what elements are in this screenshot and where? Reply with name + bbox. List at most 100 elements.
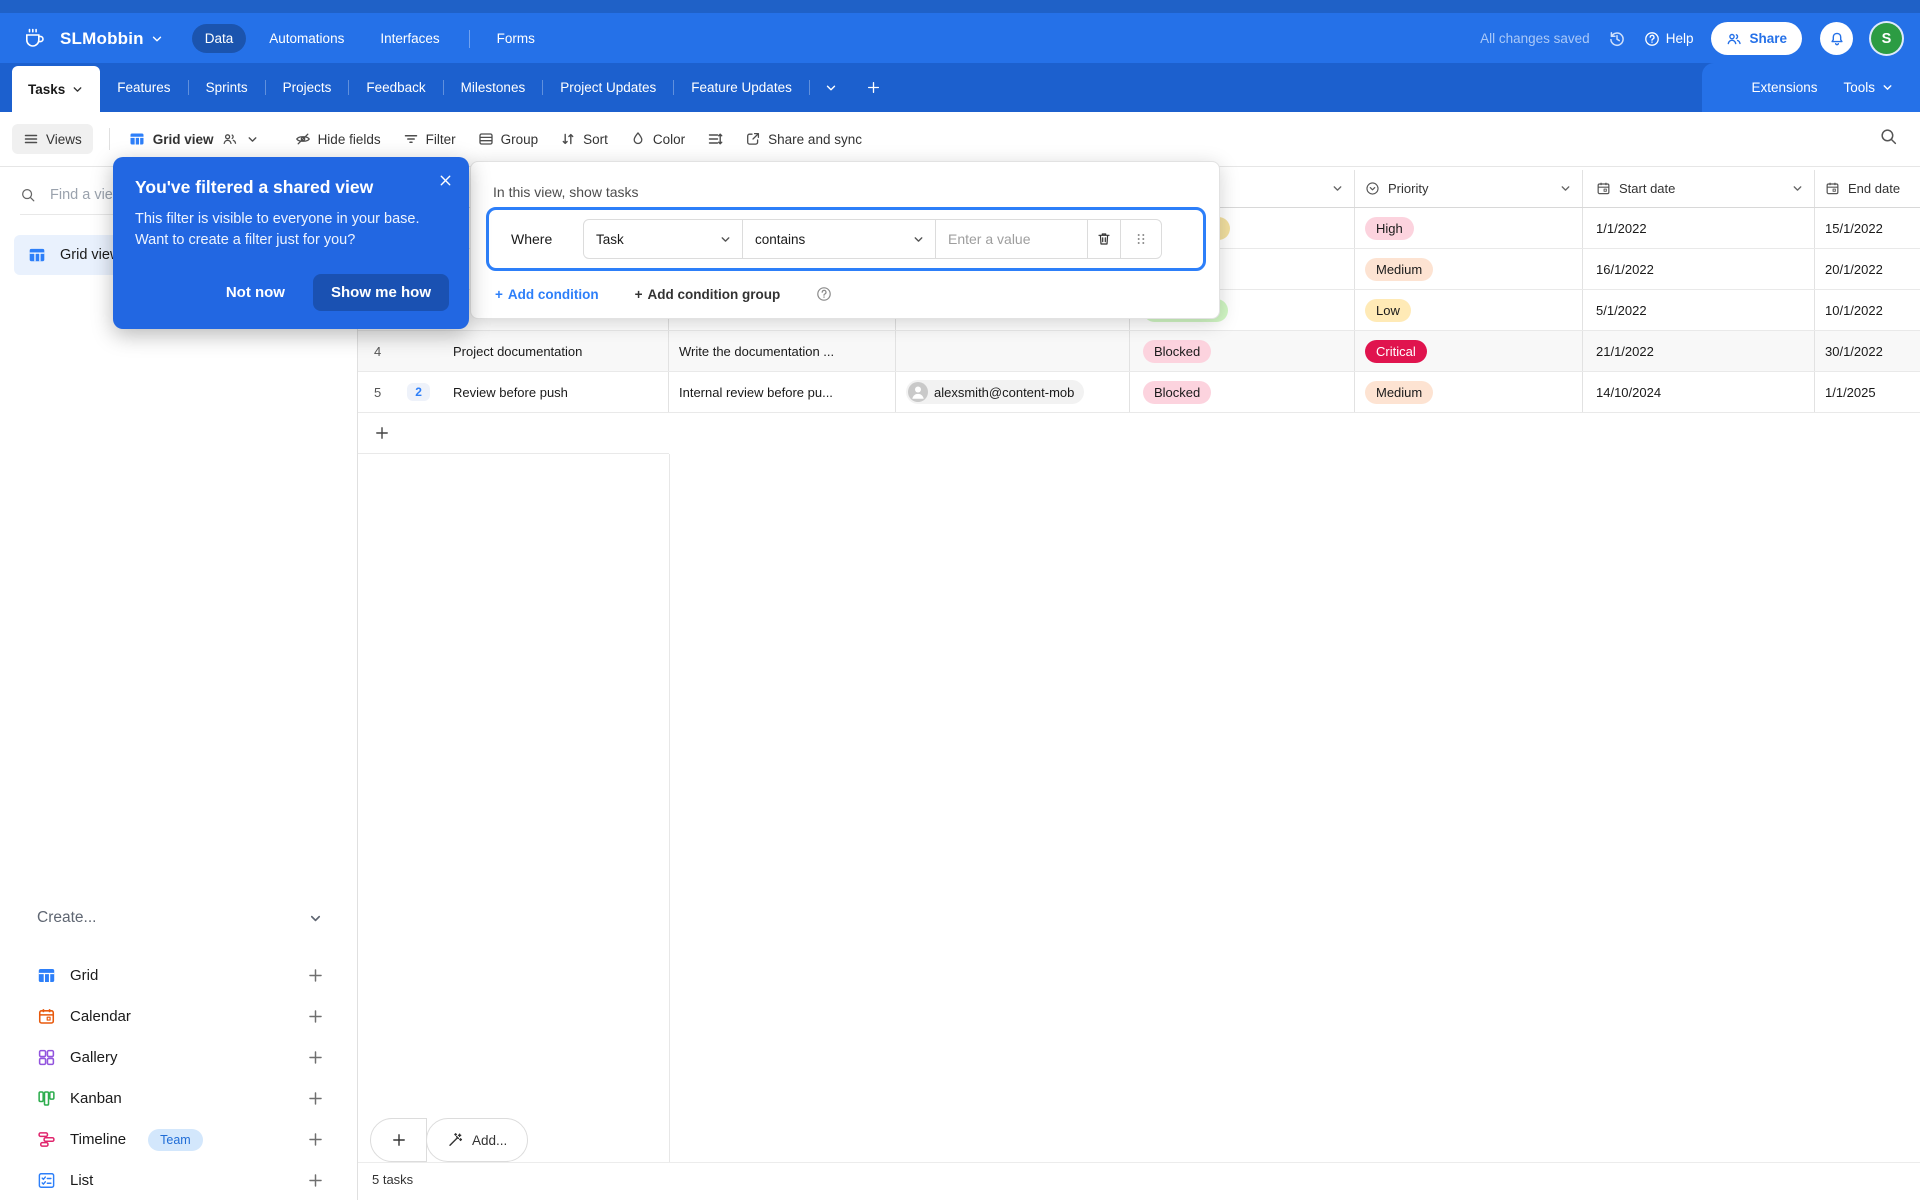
hide-fields-button[interactable]: Hide fields	[284, 124, 392, 154]
user-avatar[interactable]: S	[1871, 23, 1902, 54]
add-condition-group-button[interactable]: + Add condition group	[635, 287, 781, 302]
notes-cell[interactable]: Internal review before pu...	[669, 372, 896, 412]
history-icon[interactable]	[1608, 30, 1626, 48]
table-row[interactable]: 5 2 Review before push Internal review befo…	[358, 372, 1920, 413]
table-row[interactable]: 4 Project documentation Write the document…	[358, 331, 1920, 372]
end-date-cell[interactable]: 30/1/2022	[1815, 331, 1920, 371]
chevron-down-icon	[71, 83, 84, 96]
hide-fields-icon	[295, 131, 311, 147]
nav-item-data[interactable]: Data	[191, 24, 247, 53]
views-button[interactable]: Views	[12, 124, 93, 154]
help-circle-icon[interactable]	[816, 286, 832, 302]
priority-cell[interactable]: Low	[1355, 290, 1583, 330]
drag-handle[interactable]	[1120, 219, 1162, 259]
grid-view-button[interactable]: Grid view	[118, 124, 270, 154]
create-section-header[interactable]: Create...	[37, 909, 323, 927]
notifications-button[interactable]	[1820, 22, 1853, 55]
add-table-button[interactable]	[852, 63, 895, 112]
sidebar-create-item-grid[interactable]: Grid	[0, 955, 358, 996]
share-button[interactable]: Share	[1711, 22, 1802, 55]
end-date-cell[interactable]: 15/1/2022	[1815, 208, 1920, 248]
sidebar-create-item-timeline[interactable]: Timeline Team	[0, 1119, 358, 1160]
nav-item-interfaces[interactable]: Interfaces	[380, 31, 440, 46]
add-with-ai-button[interactable]: Add...	[426, 1118, 529, 1162]
close-icon[interactable]	[438, 173, 453, 188]
start-date-cell[interactable]: 5/1/2022	[1583, 290, 1815, 330]
table-tab-bar: Tasks Features Sprints Projects Feedback Mile…	[0, 63, 1920, 112]
start-date-cell[interactable]: 14/10/2024	[1583, 372, 1815, 412]
filter-popover: In this view, show tasks Where Task cont…	[470, 161, 1220, 319]
plus-glyph: +	[634, 286, 643, 302]
value-input[interactable]: Enter a value	[935, 219, 1088, 259]
sort-button[interactable]: Sort	[549, 124, 619, 154]
add-condition-button[interactable]: + Add condition	[495, 287, 599, 302]
add-record-button[interactable]	[370, 1118, 427, 1162]
delete-condition-button[interactable]	[1087, 219, 1121, 259]
assigned-cell[interactable]: alexsmith@content-mob	[896, 372, 1130, 412]
tools-button[interactable]: Tools	[1843, 80, 1894, 95]
task-name-cell[interactable]: Project documentation	[445, 331, 669, 371]
collaborator-avatar-icon	[908, 382, 928, 402]
end-date-cell[interactable]: 10/1/2022	[1815, 290, 1920, 330]
priority-cell[interactable]: Medium	[1355, 372, 1583, 412]
task-name-cell[interactable]: Review before push	[445, 372, 669, 412]
field-select[interactable]: Task	[583, 219, 743, 259]
assigned-cell[interactable]	[896, 331, 1130, 371]
start-date-cell[interactable]: 1/1/2022	[1583, 208, 1815, 248]
priority-cell[interactable]: Medium	[1355, 249, 1583, 289]
tab-feedback[interactable]: Feedback	[349, 63, 442, 112]
priority-cell[interactable]: Critical	[1355, 331, 1583, 371]
team-badge: Team	[148, 1128, 203, 1151]
tab-overflow-button[interactable]	[810, 63, 852, 112]
priority-cell[interactable]: High	[1355, 208, 1583, 248]
add-view-plus-icon	[307, 1131, 324, 1148]
header-end-date[interactable]: End date	[1815, 170, 1920, 207]
extensions-button[interactable]: Extensions	[1751, 80, 1818, 95]
header-start-date[interactable]: Start date	[1583, 170, 1815, 207]
status-cell[interactable]: Blocked	[1130, 331, 1355, 371]
row-number-cell[interactable]: 4	[358, 331, 445, 371]
status-cell[interactable]: Blocked	[1130, 372, 1355, 412]
nav-item-forms[interactable]: Forms	[496, 31, 535, 46]
tab-feature-updates[interactable]: Feature Updates	[674, 63, 809, 112]
sidebar-create-item-calendar[interactable]: Calendar	[0, 996, 358, 1037]
start-date-cell[interactable]: 21/1/2022	[1583, 331, 1815, 371]
sidebar-create-item-list[interactable]: List	[0, 1160, 358, 1200]
share-and-sync-button[interactable]: Share and sync	[734, 124, 873, 154]
tab-features[interactable]: Features	[100, 63, 187, 112]
sidebar-create-item-kanban[interactable]: Kanban	[0, 1078, 358, 1119]
tab-tasks[interactable]: Tasks	[12, 66, 101, 112]
start-date-cell[interactable]: 16/1/2022	[1583, 249, 1815, 289]
add-row-button[interactable]	[358, 413, 669, 454]
show-me-how-button[interactable]: Show me how	[312, 274, 449, 311]
share-sync-icon	[745, 131, 761, 147]
filter-button[interactable]: Filter	[392, 124, 467, 154]
notes-cell[interactable]: Write the documentation ...	[669, 331, 896, 371]
workspace-chevron-icon[interactable]	[150, 32, 164, 46]
header-label: End date	[1848, 181, 1901, 196]
workspace-logo-icon[interactable]	[22, 26, 48, 52]
header-label: Priority	[1388, 181, 1429, 196]
tab-project-updates[interactable]: Project Updates	[543, 63, 673, 112]
end-date-cell[interactable]: 1/1/2025	[1815, 372, 1920, 412]
status-cell[interactable]	[1130, 249, 1355, 289]
comment-count-badge[interactable]: 2	[407, 383, 430, 401]
sidebar-create-item-gallery[interactable]: Gallery	[0, 1037, 358, 1078]
header-priority[interactable]: Priority	[1355, 170, 1583, 207]
operator-select[interactable]: contains	[742, 219, 936, 259]
workspace-name[interactable]: SLMobbin	[60, 28, 144, 48]
trash-icon	[1096, 231, 1112, 247]
row-height-button[interactable]	[696, 124, 734, 154]
tab-sprints[interactable]: Sprints	[189, 63, 265, 112]
search-icon[interactable]	[1879, 127, 1898, 146]
header-status[interactable]	[1130, 170, 1355, 207]
tab-projects[interactable]: Projects	[266, 63, 349, 112]
color-button[interactable]: Color	[619, 124, 696, 154]
end-date-cell[interactable]: 20/1/2022	[1815, 249, 1920, 289]
not-now-button[interactable]: Not now	[225, 284, 285, 301]
nav-item-automations[interactable]: Automations	[269, 31, 345, 46]
tab-milestones[interactable]: Milestones	[444, 63, 543, 112]
help-button[interactable]: Help	[1644, 31, 1693, 47]
group-button[interactable]: Group	[467, 124, 550, 154]
